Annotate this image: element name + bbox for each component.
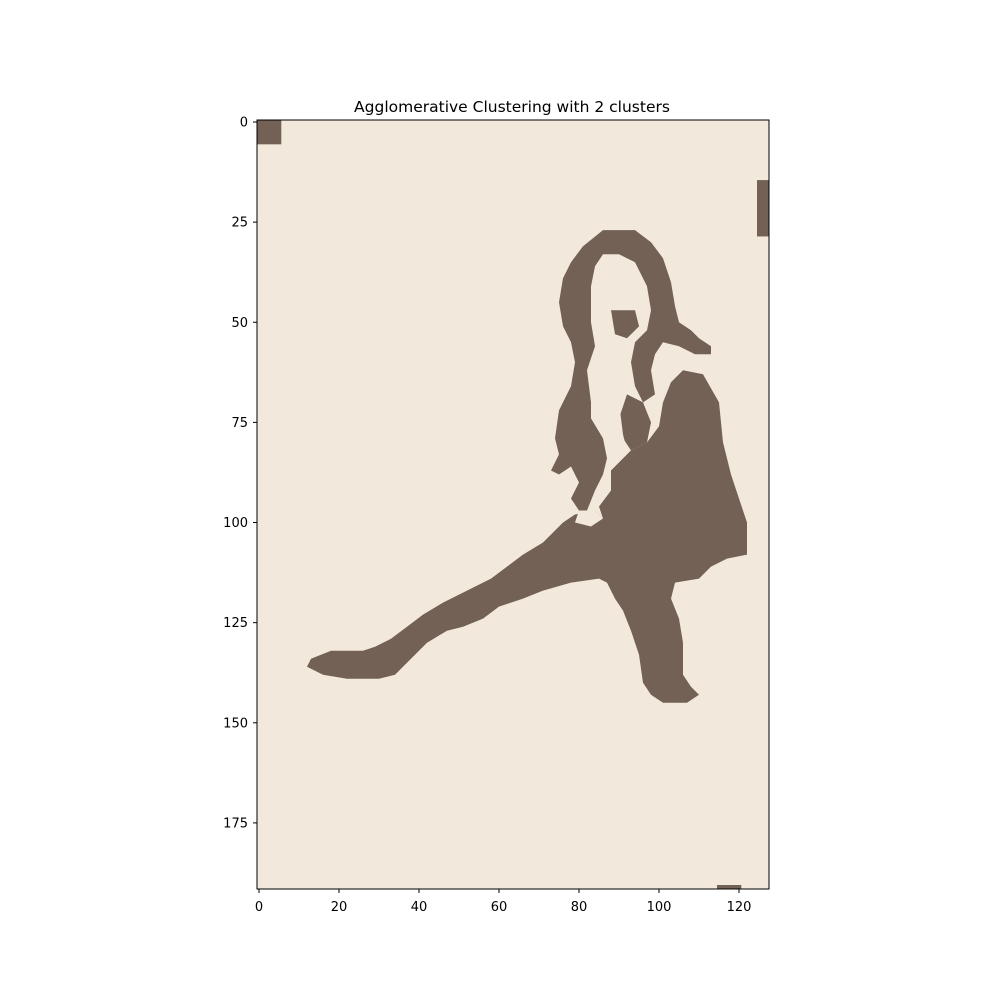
y-tick-label: 0 bbox=[240, 116, 248, 131]
cluster-1-region-2 bbox=[717, 884, 742, 890]
y-tick-label: 150 bbox=[223, 716, 248, 731]
cluster-1-eye-region-0 bbox=[611, 310, 639, 339]
cluster-image bbox=[257, 120, 770, 890]
cluster-0-highlight-1 bbox=[575, 510, 603, 527]
cluster-1-figure-part-2 bbox=[619, 394, 651, 451]
x-tick-label: 40 bbox=[411, 900, 428, 915]
y-tick-label: 75 bbox=[231, 416, 248, 431]
x-tick-label: 20 bbox=[331, 900, 348, 915]
x-tick-label: 0 bbox=[255, 900, 263, 915]
x-tick-label: 100 bbox=[647, 900, 672, 915]
chart-title: Agglomerative Clustering with 2 clusters bbox=[354, 98, 670, 116]
x-tick-label: 60 bbox=[491, 900, 508, 915]
x-tick-label: 80 bbox=[571, 900, 588, 915]
y-tick-label: 50 bbox=[231, 316, 248, 331]
y-axis: 0 25 50 75 100 125 150 175 bbox=[223, 116, 257, 831]
y-tick-label: 100 bbox=[223, 516, 248, 531]
axes-frame bbox=[256, 119, 770, 890]
y-tick-label: 175 bbox=[223, 816, 248, 831]
cluster-1-region-1 bbox=[757, 180, 770, 237]
y-tick-label: 125 bbox=[223, 616, 248, 631]
x-tick-label: 120 bbox=[727, 900, 752, 915]
cluster-1-figure-part-0 bbox=[551, 230, 711, 511]
cluster-1-figure-part-1 bbox=[307, 370, 747, 703]
cluster-1-region-0 bbox=[257, 120, 282, 145]
cluster-0-highlight-0 bbox=[595, 262, 647, 451]
x-axis: 0 20 40 60 80 100 120 bbox=[255, 889, 752, 915]
y-tick-label: 25 bbox=[231, 216, 248, 231]
